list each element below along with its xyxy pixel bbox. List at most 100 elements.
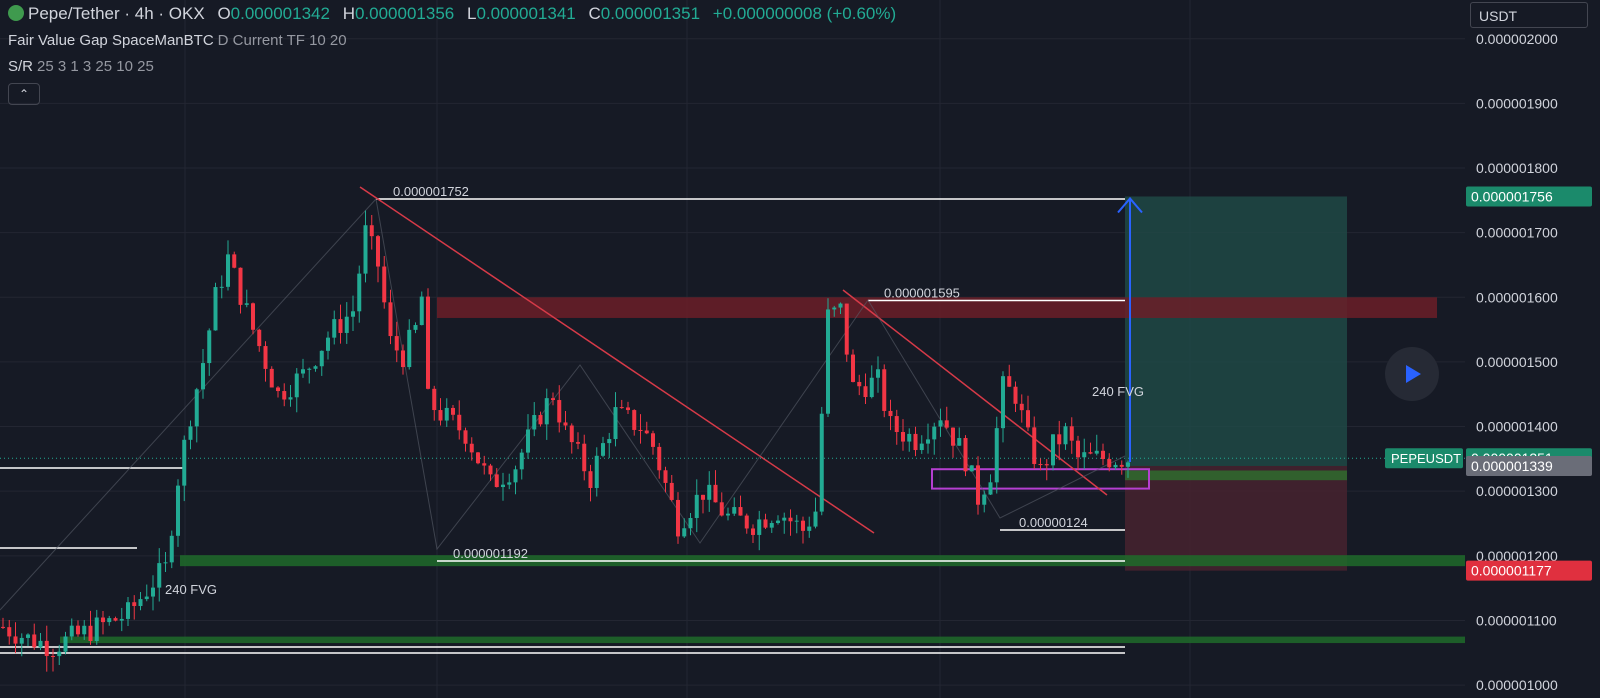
- candle-body: [751, 528, 755, 535]
- candle-body: [744, 515, 749, 529]
- candle-body: [101, 617, 105, 623]
- candle-body: [451, 407, 455, 415]
- indicator-sr[interactable]: S/R 25 3 1 3 25 10 25: [8, 58, 154, 75]
- candle-body: [57, 651, 62, 657]
- candle-body: [638, 429, 643, 431]
- candle-body: [82, 625, 87, 635]
- candle-body: [282, 391, 287, 400]
- replay-button[interactable]: [1385, 347, 1439, 401]
- currency-button[interactable]: USDT: [1470, 2, 1588, 28]
- candle-body: [538, 415, 543, 425]
- candle-body: [138, 599, 143, 607]
- level-label-1595: 0.000001595: [884, 286, 960, 301]
- price-axis-tick: 0.000001400: [1476, 419, 1558, 435]
- candle-body: [1107, 459, 1112, 468]
- candle-body: [1001, 376, 1005, 429]
- candle-body: [263, 346, 268, 369]
- candle-body: [257, 329, 262, 347]
- candle-body: [1057, 434, 1062, 445]
- candle-body: [994, 428, 999, 483]
- candle-body: [551, 398, 555, 401]
- candle-body: [294, 373, 299, 398]
- fvg-zones: [60, 196, 1465, 644]
- candle-body: [313, 366, 318, 369]
- candle-body: [326, 337, 330, 351]
- candle-body: [594, 455, 599, 488]
- collapse-indicators-button[interactable]: ⌃: [8, 83, 40, 105]
- fvg-zone: [437, 297, 1437, 318]
- candle-body: [351, 311, 355, 317]
- candle-body: [201, 363, 205, 390]
- candle-body: [644, 430, 649, 434]
- candle-body: [1119, 464, 1124, 467]
- candle-body: [913, 433, 918, 451]
- candle-body: [532, 415, 537, 430]
- candle-body: [1032, 427, 1037, 465]
- candle-body: [476, 452, 480, 464]
- candle-body: [938, 420, 943, 427]
- candle-body: [7, 627, 12, 637]
- candle-body: [982, 494, 987, 505]
- candle-body: [1026, 410, 1030, 428]
- candle-body: [494, 474, 499, 488]
- candle-body: [276, 387, 280, 392]
- candle-body: [457, 414, 462, 431]
- fvg-label: 240 FVG: [165, 582, 217, 597]
- candle-body: [588, 471, 593, 488]
- symbol-header[interactable]: Pepe/Tether · 4h · OKX O0.000001342 H0.0…: [8, 4, 896, 24]
- candle-body: [1007, 376, 1012, 387]
- candle-body: [419, 296, 424, 326]
- candle-body: [813, 511, 818, 527]
- entry-price-tag: 0.000001339: [1471, 458, 1553, 474]
- price-axis: 0.0000010000.0000011000.0000012000.00000…: [1385, 31, 1592, 693]
- candle-body: [251, 303, 255, 330]
- candle-body: [707, 484, 712, 500]
- candle-body: [107, 618, 112, 623]
- candle-body: [607, 439, 612, 444]
- candle-body: [119, 618, 124, 621]
- stop-price-tag-bg: [1466, 560, 1592, 581]
- candle-body: [682, 528, 687, 537]
- price-axis-tick: 0.000001700: [1476, 225, 1558, 241]
- close-value: 0.000001351: [600, 4, 701, 23]
- candle-body: [51, 655, 55, 657]
- candle-body: [13, 636, 18, 644]
- candle-body: [926, 439, 930, 444]
- candle-body: [188, 426, 193, 440]
- candle-body: [288, 397, 293, 400]
- take-profit-zone: [1125, 196, 1347, 466]
- candle-body: [163, 562, 168, 564]
- stop-loss-zone: [1125, 465, 1347, 571]
- indicator-name: S/R: [8, 58, 34, 75]
- candle-body: [413, 325, 418, 330]
- candle-body: [757, 519, 762, 535]
- candle-body: [1038, 464, 1043, 466]
- candle-body: [1101, 450, 1105, 460]
- indicator-fvg[interactable]: Fair Value Gap SpaceManBTC D Current TF 1…: [8, 32, 347, 49]
- chevron-up-icon: ⌃: [18, 87, 30, 101]
- candle-body: [1113, 464, 1118, 468]
- level-label-high: 0.000001752: [393, 184, 469, 199]
- candle-body: [763, 519, 768, 528]
- chart-labels: 0.000001752 0.000001595 0.00000124 0.000001…: [165, 184, 1144, 597]
- candle-body: [501, 484, 505, 488]
- candle-body: [1069, 426, 1074, 441]
- trend-line: [359, 186, 875, 534]
- candle-body: [826, 309, 830, 414]
- candle-body: [226, 254, 230, 287]
- low-value: 0.000001341: [476, 4, 576, 23]
- candle-body: [788, 517, 793, 522]
- candle-body: [182, 439, 187, 486]
- zigzag-line: [0, 197, 1126, 611]
- low-label: L: [466, 4, 477, 23]
- ticker-tag: PEPEUSDT: [1391, 451, 1461, 466]
- candle-body: [569, 425, 574, 443]
- candle-body: [851, 354, 855, 382]
- price-axis-tick: 0.000001200: [1476, 548, 1558, 564]
- target-price-tag-bg: [1466, 186, 1592, 207]
- candle-body: [388, 302, 393, 337]
- candle-body: [69, 625, 74, 637]
- candle-body: [694, 494, 699, 518]
- candle-body: [513, 469, 518, 483]
